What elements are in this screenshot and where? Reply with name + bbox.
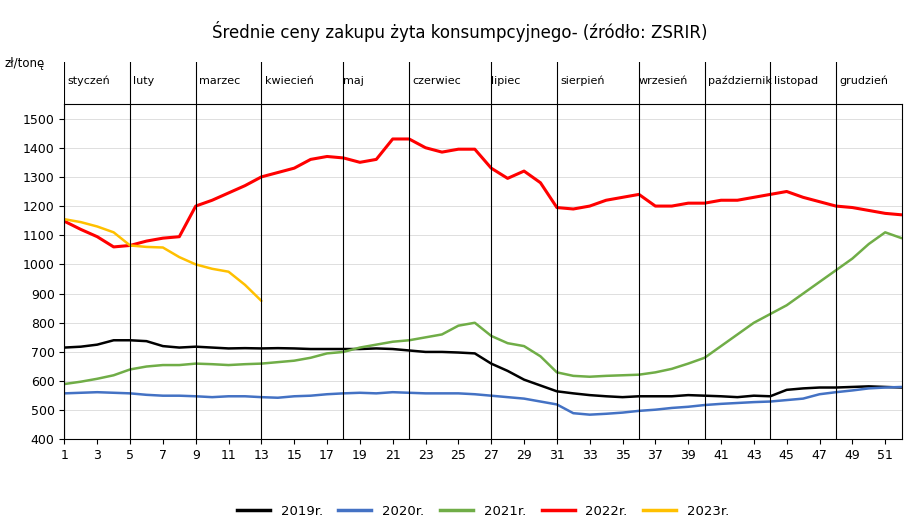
2023r. (239, 282, 250, 288)
2021r. (567, 373, 578, 379)
2020r. (59, 390, 70, 397)
Text: maj: maj (343, 76, 364, 86)
Line: 2021r.: 2021r. (64, 232, 901, 384)
2022r. (895, 212, 906, 218)
2022r. (141, 238, 152, 244)
2020r. (124, 390, 135, 397)
2019r. (518, 376, 529, 383)
Legend: 2019r., 2020r., 2021r., 2022r., 2023r.: 2019r., 2020r., 2021r., 2022r., 2023r. (232, 500, 733, 517)
2022r. (387, 136, 398, 142)
2019r. (633, 393, 644, 399)
Text: zł/tonę: zł/tonę (5, 57, 45, 70)
2022r. (370, 156, 381, 162)
Text: listopad: listopad (773, 76, 817, 86)
Text: marzec: marzec (199, 76, 240, 86)
2019r. (469, 351, 480, 357)
2023r. (108, 229, 119, 235)
2022r. (600, 197, 611, 203)
2021r. (124, 367, 135, 373)
Text: lipiec: lipiec (491, 76, 520, 86)
Text: styczeń: styczeń (68, 75, 110, 86)
Line: 2022r.: 2022r. (64, 139, 901, 247)
2020r. (845, 387, 857, 393)
2023r. (124, 242, 135, 249)
Text: wrzesień: wrzesień (639, 76, 687, 86)
Text: czerwiec: czerwiec (412, 76, 460, 86)
2023r. (255, 298, 267, 304)
Text: Średnie ceny zakupu żyta konsumpcyjnego- (źródło: ZSRIR): Średnie ceny zakupu żyta konsumpcyjnego-… (212, 21, 707, 42)
2021r. (879, 229, 890, 235)
Line: 2019r.: 2019r. (64, 340, 901, 397)
2019r. (59, 344, 70, 351)
2023r. (190, 261, 201, 267)
Text: grudzień: grudzień (838, 75, 887, 86)
2020r. (567, 410, 578, 416)
2023r. (59, 216, 70, 222)
Line: 2023r.: 2023r. (64, 219, 261, 301)
2020r. (895, 384, 906, 390)
2019r. (108, 337, 119, 343)
2023r. (92, 223, 103, 230)
2019r. (895, 385, 906, 391)
Line: 2020r.: 2020r. (64, 387, 901, 415)
2021r. (830, 267, 841, 273)
Text: październik: październik (707, 75, 771, 86)
2022r. (59, 218, 70, 224)
2023r. (141, 244, 152, 250)
2023r. (174, 254, 185, 260)
Text: sierpień: sierpień (560, 75, 604, 86)
Text: kwiecień: kwiecień (265, 76, 313, 86)
2020r. (452, 390, 463, 397)
2023r. (75, 219, 86, 225)
2023r. (207, 266, 218, 272)
2021r. (600, 373, 611, 379)
2020r. (617, 409, 628, 416)
2021r. (354, 344, 365, 351)
2020r. (584, 412, 595, 418)
2022r. (485, 165, 496, 171)
2021r. (895, 235, 906, 241)
2022r. (108, 244, 119, 250)
2021r. (59, 381, 70, 387)
2022r. (633, 191, 644, 197)
Text: luty: luty (133, 76, 154, 86)
2020r. (354, 390, 365, 396)
2021r. (452, 323, 463, 329)
2019r. (584, 392, 595, 398)
2019r. (141, 338, 152, 344)
2019r. (370, 345, 381, 352)
2019r. (617, 394, 628, 400)
2023r. (222, 269, 233, 275)
2023r. (157, 245, 168, 251)
2022r. (534, 179, 545, 186)
